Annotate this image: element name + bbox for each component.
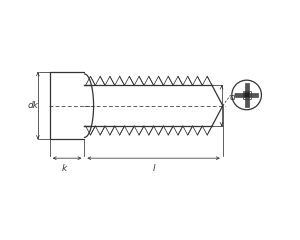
Text: k: k (62, 164, 67, 173)
Text: dk: dk (28, 101, 39, 110)
Polygon shape (244, 83, 249, 107)
Text: l: l (152, 164, 155, 173)
Text: d: d (230, 93, 236, 102)
Polygon shape (235, 93, 259, 97)
Polygon shape (244, 92, 249, 97)
